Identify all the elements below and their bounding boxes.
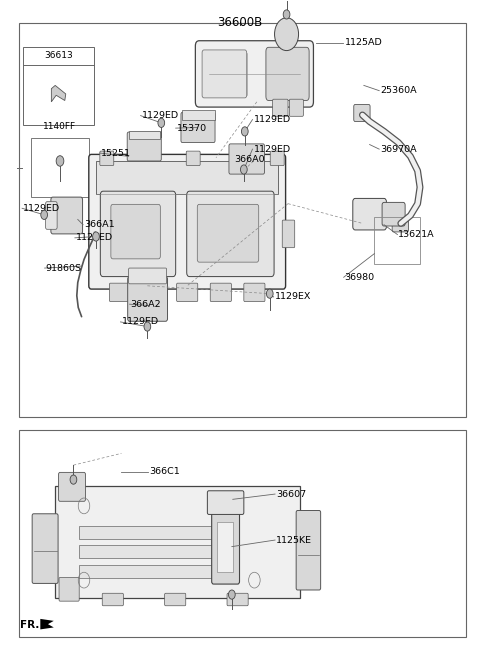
- Bar: [23, 47, 94, 125]
- Text: 366C1: 366C1: [149, 467, 180, 476]
- Circle shape: [266, 289, 273, 298]
- Bar: [217, 522, 233, 572]
- Circle shape: [158, 118, 165, 127]
- Polygon shape: [51, 85, 66, 102]
- Text: 1140FF: 1140FF: [43, 122, 77, 131]
- FancyBboxPatch shape: [382, 202, 405, 226]
- Bar: [79, 545, 238, 558]
- FancyBboxPatch shape: [212, 493, 240, 584]
- FancyBboxPatch shape: [46, 202, 57, 229]
- Bar: [79, 526, 238, 539]
- Text: 15370: 15370: [177, 124, 207, 133]
- Text: 1129ED: 1129ED: [142, 111, 179, 120]
- Circle shape: [241, 127, 248, 136]
- FancyBboxPatch shape: [100, 151, 114, 166]
- Text: 91860S: 91860S: [46, 263, 82, 273]
- Text: 36607: 36607: [276, 489, 306, 499]
- FancyBboxPatch shape: [51, 197, 83, 234]
- Bar: [374, 217, 420, 264]
- Text: 1129ED: 1129ED: [253, 115, 290, 124]
- Polygon shape: [40, 619, 54, 629]
- Text: 15251: 15251: [101, 148, 131, 158]
- FancyBboxPatch shape: [128, 277, 168, 321]
- FancyBboxPatch shape: [229, 144, 264, 174]
- FancyBboxPatch shape: [354, 104, 370, 122]
- Bar: [19, 430, 466, 637]
- FancyBboxPatch shape: [207, 491, 244, 514]
- Circle shape: [41, 210, 48, 219]
- FancyBboxPatch shape: [186, 151, 200, 166]
- Circle shape: [144, 322, 151, 331]
- Text: 1129ED: 1129ED: [23, 204, 60, 213]
- FancyBboxPatch shape: [127, 132, 161, 161]
- Bar: [96, 161, 278, 194]
- Text: 36613: 36613: [44, 51, 73, 60]
- FancyBboxPatch shape: [273, 99, 288, 116]
- FancyBboxPatch shape: [129, 131, 160, 139]
- Text: 13621A: 13621A: [398, 230, 435, 239]
- FancyBboxPatch shape: [182, 110, 215, 120]
- FancyBboxPatch shape: [195, 41, 313, 107]
- Text: 366A1: 366A1: [84, 220, 115, 229]
- Circle shape: [228, 590, 235, 599]
- FancyBboxPatch shape: [289, 99, 303, 116]
- Text: 366A0: 366A0: [234, 155, 265, 164]
- Text: 36980: 36980: [345, 273, 375, 282]
- Text: 366A2: 366A2: [131, 300, 161, 309]
- Text: 36970A: 36970A: [381, 145, 417, 154]
- Text: 1129ED: 1129ED: [253, 145, 290, 154]
- Circle shape: [240, 165, 247, 174]
- FancyBboxPatch shape: [202, 50, 247, 98]
- Text: 1125AD: 1125AD: [345, 38, 383, 47]
- FancyBboxPatch shape: [143, 283, 164, 302]
- FancyBboxPatch shape: [165, 593, 186, 606]
- Text: 36600B: 36600B: [217, 16, 263, 30]
- FancyBboxPatch shape: [296, 510, 321, 590]
- Circle shape: [283, 10, 290, 19]
- FancyBboxPatch shape: [187, 191, 274, 277]
- FancyBboxPatch shape: [282, 220, 295, 248]
- FancyBboxPatch shape: [181, 112, 215, 143]
- FancyBboxPatch shape: [89, 154, 286, 289]
- FancyBboxPatch shape: [32, 514, 58, 583]
- Text: 1129ED: 1129ED: [76, 233, 113, 242]
- FancyBboxPatch shape: [266, 47, 309, 101]
- FancyBboxPatch shape: [353, 198, 386, 230]
- FancyBboxPatch shape: [59, 578, 79, 601]
- FancyBboxPatch shape: [197, 204, 259, 262]
- FancyBboxPatch shape: [129, 268, 167, 284]
- FancyBboxPatch shape: [210, 283, 231, 302]
- FancyBboxPatch shape: [244, 283, 265, 302]
- FancyBboxPatch shape: [59, 472, 85, 501]
- Text: 25360A: 25360A: [381, 86, 417, 95]
- Bar: [19, 23, 466, 417]
- FancyBboxPatch shape: [100, 191, 176, 277]
- FancyBboxPatch shape: [270, 151, 284, 166]
- Text: 1129ED: 1129ED: [121, 317, 158, 327]
- Circle shape: [56, 156, 64, 166]
- FancyBboxPatch shape: [392, 216, 408, 232]
- Circle shape: [93, 232, 99, 241]
- Text: 1129EX: 1129EX: [275, 292, 311, 302]
- FancyBboxPatch shape: [109, 283, 131, 302]
- FancyBboxPatch shape: [55, 486, 300, 598]
- Bar: [31, 138, 89, 197]
- Text: 1125KE: 1125KE: [276, 535, 312, 545]
- Bar: [79, 565, 238, 578]
- FancyBboxPatch shape: [102, 593, 123, 606]
- Text: FR.: FR.: [20, 620, 39, 631]
- FancyBboxPatch shape: [111, 204, 160, 259]
- FancyBboxPatch shape: [227, 593, 248, 606]
- Circle shape: [70, 475, 77, 484]
- Circle shape: [275, 18, 299, 51]
- FancyBboxPatch shape: [177, 283, 198, 302]
